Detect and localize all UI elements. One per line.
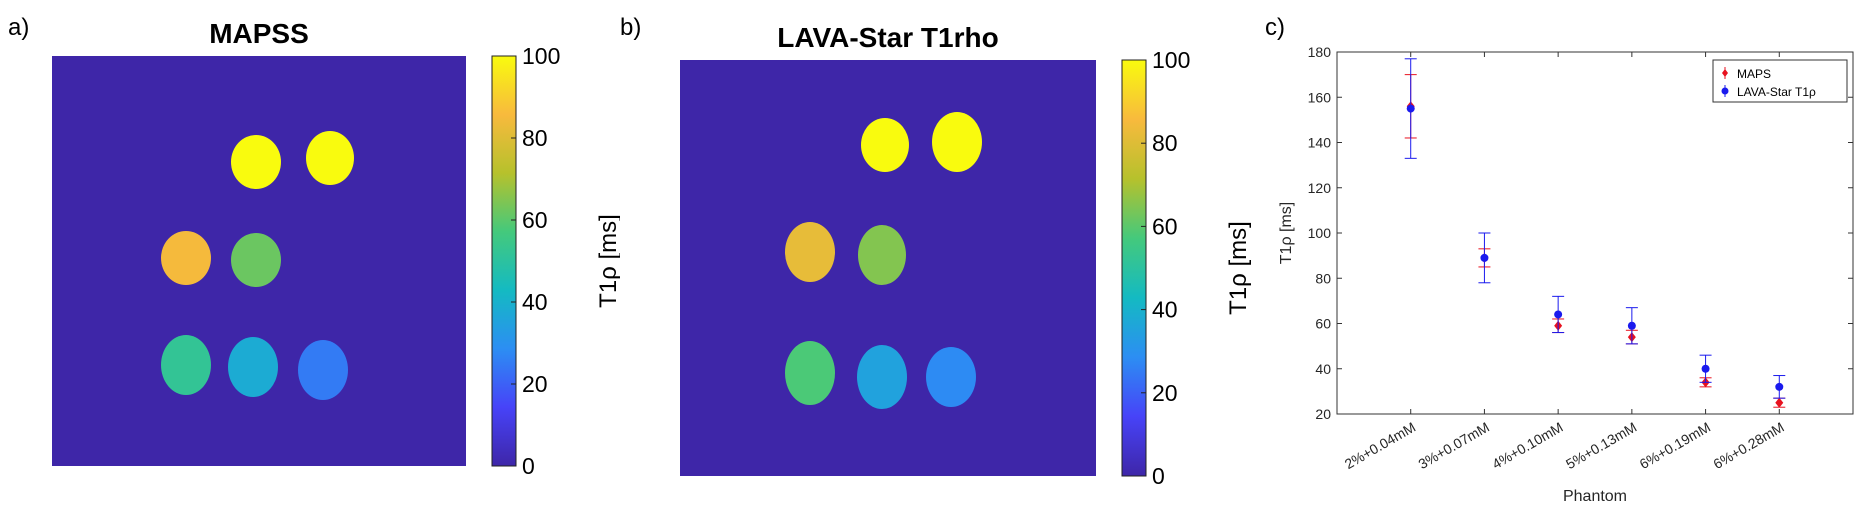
y-tick-label: 100: [1308, 225, 1332, 241]
phantom-vial: [161, 335, 211, 395]
legend: [1712, 59, 1848, 103]
y-tick-label: 140: [1308, 135, 1332, 151]
y-tick-label: 20: [1315, 406, 1331, 422]
colorbar-tick-label: 0: [1152, 463, 1165, 489]
legend-label: LAVA-Star T1ρ: [1737, 85, 1816, 99]
colorbar-label: T1ρ [ms]: [1225, 221, 1252, 315]
colorbar-tick-label: 40: [522, 289, 548, 315]
y-tick-label: 40: [1315, 361, 1331, 377]
data-point-1: [1554, 310, 1563, 319]
panel-label-b: b): [620, 14, 642, 41]
x-axis-label: Phantom: [1563, 488, 1627, 505]
y-tick-label: 120: [1308, 180, 1332, 196]
colorbar: [1121, 59, 1147, 477]
panel-label-c: c): [1265, 14, 1285, 41]
legend-marker: [1721, 87, 1729, 95]
x-tick-label: 3%+0.07mM: [1416, 419, 1492, 472]
colorbar-tick-label: 80: [522, 125, 548, 151]
plot-area: [1336, 51, 1854, 415]
colorbar-tick-label: 20: [1152, 380, 1178, 406]
t1rho-comparison-chart: 20 40 60 80 100 120 140 160 180 2%+0.04mM3%+0.07m…: [1278, 44, 1854, 505]
legend-label: MAPS: [1737, 67, 1771, 81]
colorbar-tick-label: 60: [522, 207, 548, 233]
phantom-vial: [228, 337, 278, 397]
data-point-1: [1701, 364, 1710, 373]
y-tick-label: 160: [1308, 89, 1332, 105]
x-tick-label: 6%+0.19mM: [1637, 419, 1713, 472]
y-tick-label: 80: [1315, 270, 1331, 286]
colorbar-tick-label: 40: [1152, 297, 1178, 323]
t1rho-map-mapss: 0 20 40 60 80 100 T1ρ [ms]: [52, 43, 620, 479]
phantom-vial: [298, 340, 348, 400]
phantom-vial: [231, 135, 281, 189]
phantom-vial: [926, 347, 976, 407]
data-point-1: [1406, 104, 1415, 113]
phantom-vial: [785, 341, 835, 405]
data-point-1: [1627, 321, 1636, 330]
map-title-mapss: MAPSS: [209, 18, 309, 49]
phantom-vial: [231, 233, 281, 287]
colorbar-tick-label: 0: [522, 453, 535, 479]
data-point-1: [1775, 382, 1784, 391]
map-title-lava-star: LAVA-Star T1rho: [777, 22, 999, 53]
colorbar-tick-label: 80: [1152, 130, 1178, 156]
phantom-vial: [861, 118, 909, 172]
colorbar-tick-label: 20: [522, 371, 548, 397]
phantom-vial: [306, 131, 354, 185]
t1rho-map-lava-star: 0 20 40 60 80 100 T1ρ [ms]: [680, 47, 1252, 489]
phantom-vial: [932, 112, 982, 172]
colorbar-label: T1ρ [ms]: [595, 214, 620, 308]
y-axis-label: T1ρ [ms]: [1278, 202, 1295, 264]
colorbar-tick-label: 100: [522, 43, 560, 69]
phantom-vial: [858, 225, 906, 285]
x-tick-label: 6%+0.28mM: [1710, 419, 1786, 472]
data-point-0: [1775, 397, 1784, 408]
x-tick-label: 4%+0.10mM: [1489, 419, 1565, 472]
phantom-vial: [785, 222, 835, 282]
colorbar-tick-label: 60: [1152, 213, 1178, 239]
legend-marker: [1722, 69, 1728, 77]
phantom-vial: [161, 231, 211, 285]
data-point-1: [1480, 253, 1489, 262]
colorbar: [491, 55, 517, 467]
phantom-vial: [857, 345, 907, 409]
x-tick-label: 5%+0.13mM: [1563, 419, 1639, 472]
colorbar-tick-label: 100: [1152, 47, 1190, 73]
panel-label-a: a): [8, 14, 30, 41]
y-tick-label: 60: [1315, 316, 1331, 332]
y-tick-label: 180: [1308, 44, 1332, 60]
x-tick-label: 2%+0.04mM: [1342, 419, 1418, 472]
